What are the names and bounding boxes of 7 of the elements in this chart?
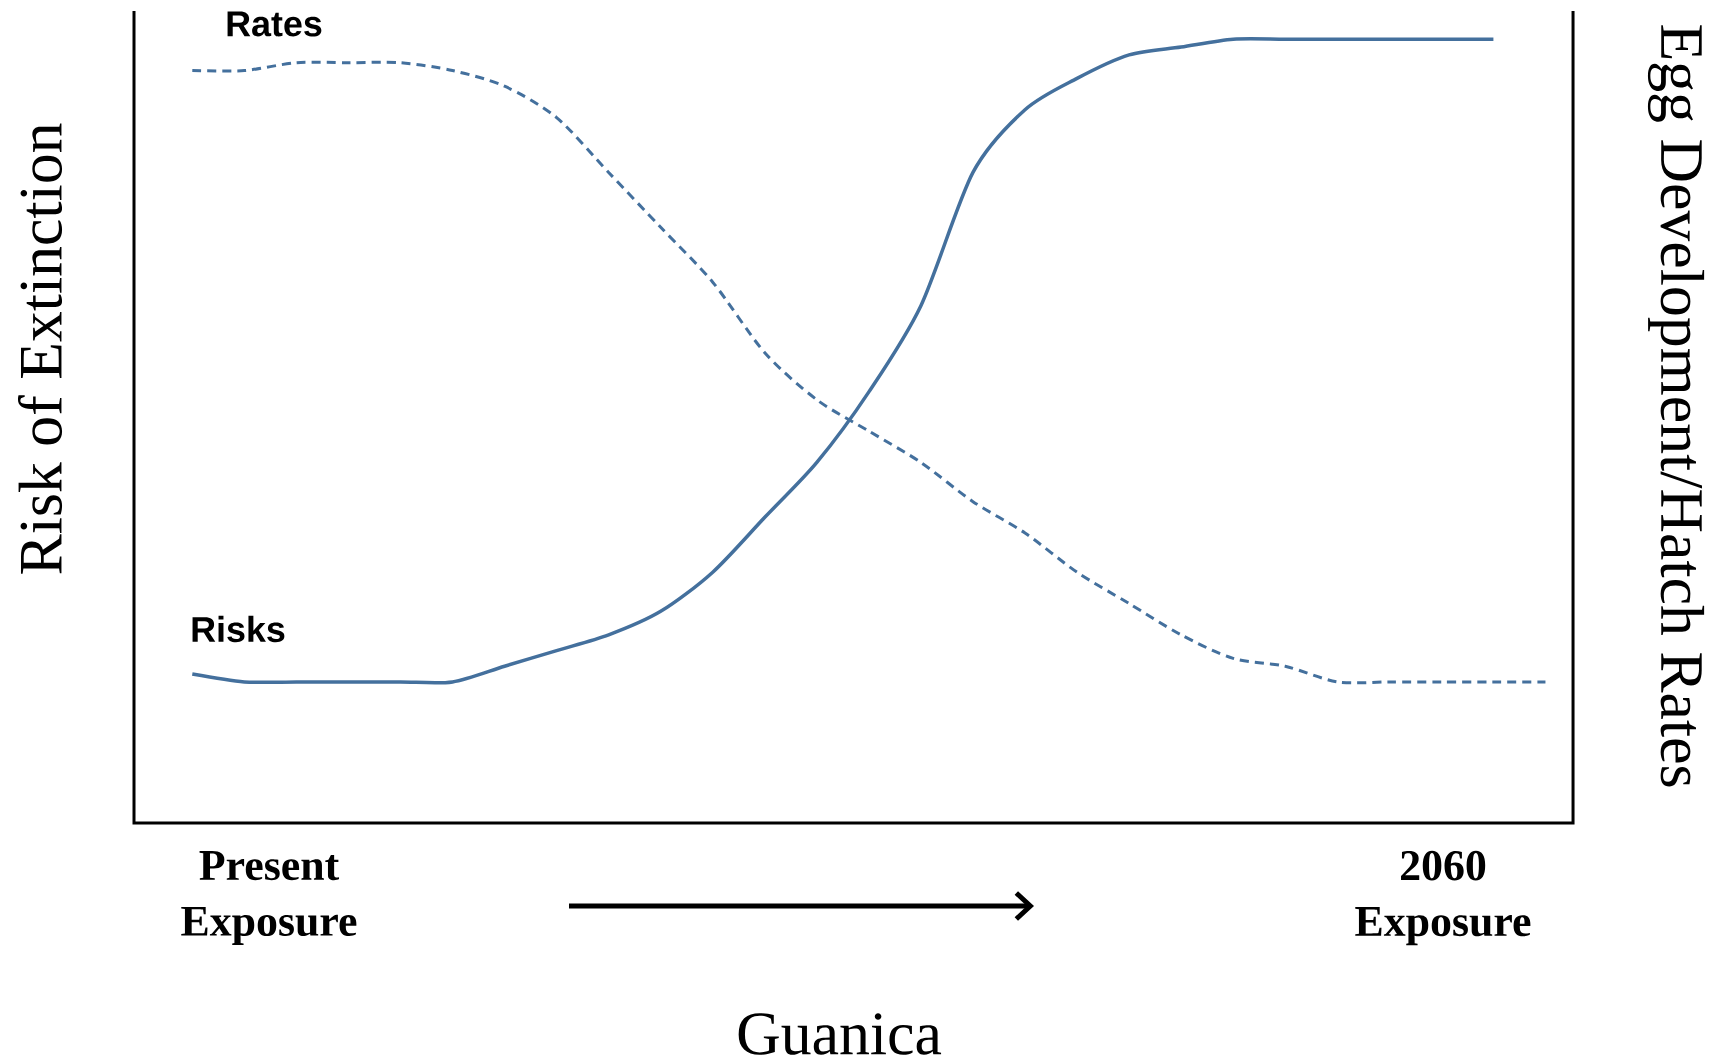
series-label: Rates xyxy=(227,11,322,37)
x-axis-title: Guanica xyxy=(738,1013,942,1055)
series-label: Risks xyxy=(192,615,285,643)
text: Present Exposure xyxy=(181,851,357,945)
y-axis-title: Risk of Extinction xyxy=(17,123,63,574)
y2-axis-title: Egg Development/Hatch Rates xyxy=(1647,25,1705,787)
text: 2060 Exposure xyxy=(1355,850,1531,946)
